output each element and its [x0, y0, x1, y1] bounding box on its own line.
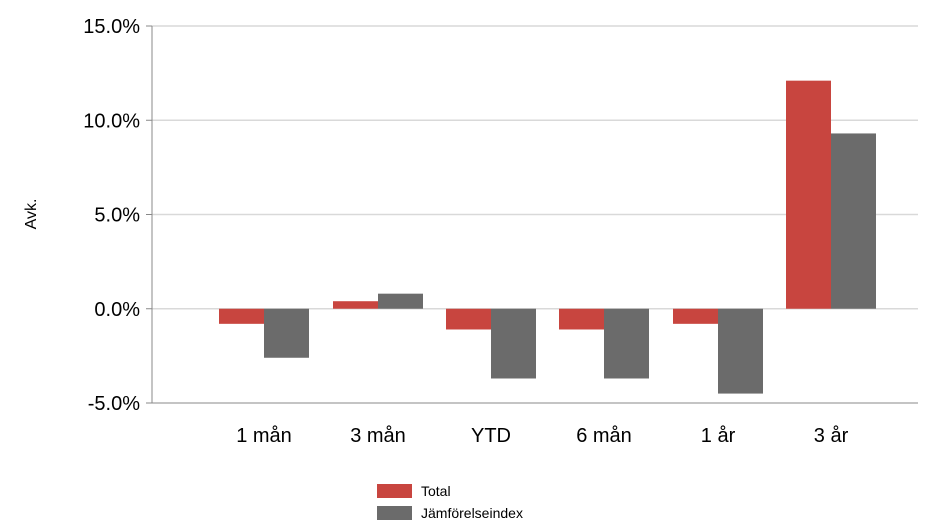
bar-index-5	[831, 133, 876, 309]
x-tick-label: 6 mån	[576, 425, 632, 447]
x-tick-labels: 1 mån 3 mån YTD 6 mån 1 år 3 år	[236, 425, 848, 447]
bar-index-3	[604, 308, 649, 379]
y-tick-label: 5.0%	[94, 205, 140, 227]
y-axis-label: Avk.	[23, 199, 40, 230]
bar-total-3	[559, 308, 604, 330]
bar-index-2	[491, 308, 536, 379]
legend-swatch-0	[377, 484, 412, 498]
bar-total-0	[219, 308, 264, 324]
y-tick-label: 0.0%	[94, 299, 140, 321]
bars	[219, 80, 876, 394]
legend-swatch-1	[377, 506, 412, 520]
y-tick-label: -5.0%	[88, 393, 140, 415]
legend-label-1: Jämförelseindex	[421, 505, 523, 521]
y-tick-label: 10.0%	[83, 110, 140, 132]
bar-index-0	[264, 308, 309, 358]
x-tick-label: 1 år	[701, 425, 736, 447]
bar-total-5	[786, 80, 831, 309]
bar-index-1	[378, 293, 423, 309]
bar-total-2	[446, 308, 491, 330]
axes	[151, 26, 918, 404]
x-tick-label: 1 mån	[236, 425, 292, 447]
bar-total-4	[673, 308, 718, 324]
x-tick-label: YTD	[471, 425, 511, 447]
y-tick-label: 15.0%	[83, 16, 140, 38]
legend-label-0: Total	[421, 483, 451, 499]
x-tick-label: 3 år	[814, 425, 849, 447]
y-tick-labels: 15.0% 10.0% 5.0% 0.0% -5.0%	[83, 16, 140, 415]
bar-total-1	[333, 301, 378, 309]
legend: Total Jämförelseindex	[377, 483, 523, 521]
bar-index-4	[718, 308, 763, 394]
x-tick-label: 3 mån	[350, 425, 406, 447]
